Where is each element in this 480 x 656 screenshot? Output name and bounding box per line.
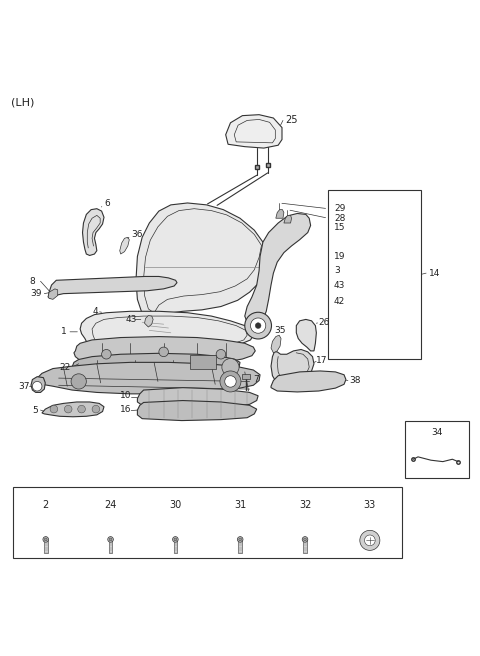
Polygon shape <box>137 388 258 408</box>
Polygon shape <box>284 215 291 223</box>
Polygon shape <box>271 335 281 353</box>
Polygon shape <box>276 210 284 218</box>
Text: 5: 5 <box>33 405 38 415</box>
Circle shape <box>222 359 239 376</box>
Polygon shape <box>245 213 311 324</box>
Text: 25: 25 <box>285 115 298 125</box>
Text: 6: 6 <box>104 199 110 209</box>
Text: 35: 35 <box>275 326 286 335</box>
Text: 34: 34 <box>431 428 442 438</box>
Circle shape <box>304 538 306 541</box>
Polygon shape <box>48 276 177 298</box>
Text: 2: 2 <box>43 500 49 510</box>
Text: 16: 16 <box>120 405 131 414</box>
Text: 43: 43 <box>125 315 137 324</box>
Text: 33: 33 <box>364 500 376 510</box>
Circle shape <box>251 318 266 333</box>
Text: 37: 37 <box>18 382 30 391</box>
Text: 7: 7 <box>253 375 259 384</box>
Polygon shape <box>137 401 257 420</box>
Circle shape <box>302 537 308 543</box>
Polygon shape <box>80 312 253 350</box>
Polygon shape <box>48 289 58 299</box>
Bar <box>303 541 307 553</box>
Polygon shape <box>74 337 255 366</box>
Bar <box>239 541 242 553</box>
Polygon shape <box>226 115 282 148</box>
Circle shape <box>64 405 72 413</box>
Circle shape <box>364 535 375 546</box>
Text: 1: 1 <box>61 327 67 337</box>
Circle shape <box>239 538 241 541</box>
Circle shape <box>71 374 86 389</box>
Text: 39: 39 <box>30 289 42 298</box>
Text: 30: 30 <box>169 500 181 510</box>
Polygon shape <box>42 402 104 417</box>
Text: 19: 19 <box>334 252 346 261</box>
Circle shape <box>109 538 112 541</box>
Circle shape <box>245 312 272 339</box>
Text: 4: 4 <box>93 307 99 316</box>
Circle shape <box>216 350 226 359</box>
Text: 26: 26 <box>319 318 330 327</box>
Text: 10: 10 <box>120 391 131 400</box>
Polygon shape <box>144 316 153 327</box>
Text: 17: 17 <box>316 356 328 365</box>
Polygon shape <box>136 203 266 318</box>
Circle shape <box>225 376 236 387</box>
Text: 36: 36 <box>131 230 143 239</box>
Bar <box>190 355 216 369</box>
Polygon shape <box>271 350 314 385</box>
Circle shape <box>43 537 48 543</box>
Circle shape <box>50 405 58 413</box>
Polygon shape <box>144 209 262 314</box>
Text: 42: 42 <box>334 297 345 306</box>
Polygon shape <box>36 362 260 394</box>
Circle shape <box>220 371 241 392</box>
Circle shape <box>238 537 243 543</box>
Circle shape <box>360 530 380 550</box>
Polygon shape <box>234 119 276 143</box>
Text: 31: 31 <box>234 500 246 510</box>
Circle shape <box>174 538 177 541</box>
Circle shape <box>173 537 178 543</box>
Polygon shape <box>296 319 316 351</box>
Text: 29: 29 <box>334 204 346 213</box>
Text: 32: 32 <box>299 500 311 510</box>
Text: (LH): (LH) <box>11 98 34 108</box>
Text: 3: 3 <box>334 266 340 276</box>
Text: 28: 28 <box>334 214 346 223</box>
Polygon shape <box>72 354 240 378</box>
Bar <box>173 541 177 553</box>
Text: 14: 14 <box>429 268 440 277</box>
Text: 43: 43 <box>334 281 346 289</box>
Circle shape <box>44 538 47 541</box>
Circle shape <box>102 350 111 359</box>
Polygon shape <box>271 371 346 392</box>
Circle shape <box>255 323 261 329</box>
Text: 8: 8 <box>29 277 35 286</box>
Bar <box>108 541 112 553</box>
Polygon shape <box>120 237 129 254</box>
Circle shape <box>159 347 168 357</box>
Text: 38: 38 <box>350 376 361 385</box>
Polygon shape <box>92 316 247 348</box>
Text: 24: 24 <box>104 500 117 510</box>
Polygon shape <box>31 377 45 392</box>
Bar <box>13 487 402 558</box>
Polygon shape <box>83 209 104 255</box>
Bar <box>405 421 469 478</box>
Circle shape <box>33 381 42 391</box>
Circle shape <box>92 405 100 413</box>
Bar <box>328 190 421 359</box>
Circle shape <box>108 537 113 543</box>
Text: 22: 22 <box>60 363 71 372</box>
Bar <box>44 541 48 553</box>
Bar <box>242 374 250 379</box>
Circle shape <box>78 405 85 413</box>
Text: 15: 15 <box>334 223 346 232</box>
